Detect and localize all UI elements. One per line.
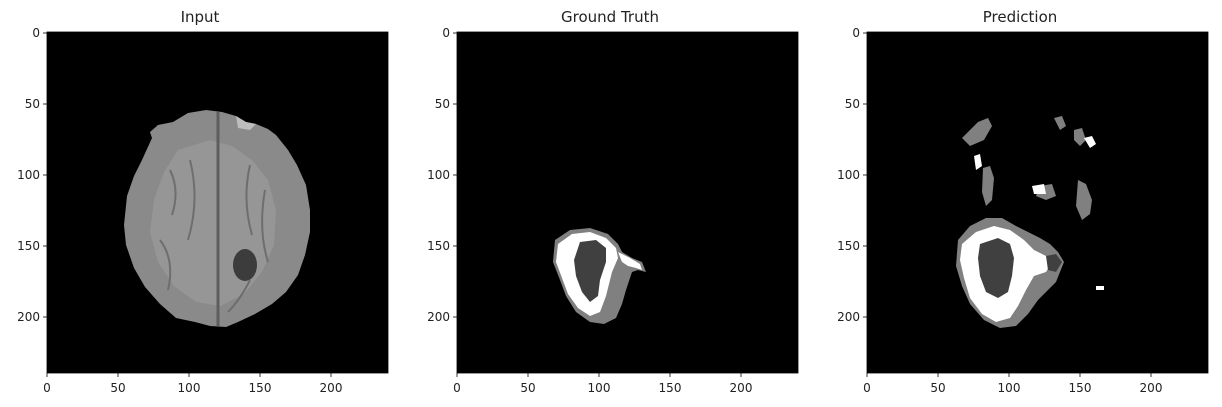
x-tick-label: 100 bbox=[998, 381, 1021, 395]
x-tick-label: 150 bbox=[659, 381, 682, 395]
y-tick-label: 100 bbox=[837, 168, 860, 182]
image-axes: 0 50 100 150 200 0 50 100 150 200 bbox=[427, 26, 799, 395]
pred-region-class-3 bbox=[978, 238, 1014, 298]
x-tick-label: 50 bbox=[110, 381, 125, 395]
panel-title: Ground Truth bbox=[561, 8, 659, 26]
y-axis: 0 50 100 150 200 bbox=[17, 26, 47, 324]
panel-ground-truth: Ground Truth 0 50 100 150 200 0 bbox=[410, 0, 810, 407]
y-tick-label: 200 bbox=[427, 310, 450, 324]
x-tick-label: 50 bbox=[930, 381, 945, 395]
pred-blob bbox=[962, 118, 992, 146]
x-tick-label: 100 bbox=[178, 381, 201, 395]
sulci bbox=[159, 159, 269, 313]
pred-blob bbox=[1076, 180, 1092, 220]
pred-blob bbox=[1054, 116, 1066, 130]
image-background bbox=[457, 32, 798, 373]
x-axis: 0 50 100 150 200 bbox=[863, 373, 1162, 395]
y-tick-label: 200 bbox=[17, 310, 40, 324]
x-tick-label: 0 bbox=[453, 381, 461, 395]
pred-speck bbox=[1084, 136, 1096, 148]
panel-title: Input bbox=[180, 8, 220, 26]
axes-frame bbox=[866, 31, 1209, 374]
x-tick-label: 0 bbox=[43, 381, 51, 395]
pred-blob bbox=[982, 166, 994, 206]
pred-speck bbox=[1096, 286, 1104, 290]
label-region-class-2-tail bbox=[618, 252, 642, 270]
panel-title: Prediction bbox=[982, 8, 1058, 26]
x-tick-label: 100 bbox=[588, 381, 611, 395]
image-background bbox=[867, 32, 1208, 373]
y-tick-label: 150 bbox=[837, 239, 860, 253]
y-tick-label: 0 bbox=[32, 26, 40, 40]
label-region-class-3 bbox=[574, 240, 606, 302]
axes-frame bbox=[46, 31, 389, 374]
image-axes: 0 50 100 150 200 0 50 100 150 200 bbox=[17, 26, 389, 395]
lesion bbox=[233, 249, 257, 281]
y-tick-label: 0 bbox=[852, 26, 860, 40]
pred-blob bbox=[1074, 128, 1086, 146]
y-tick-label: 150 bbox=[17, 239, 40, 253]
y-tick-label: 0 bbox=[442, 26, 450, 40]
y-tick-label: 50 bbox=[25, 97, 40, 111]
pred-region-class-3 bbox=[1046, 254, 1062, 272]
x-axis: 0 50 100 150 200 bbox=[453, 373, 752, 395]
pred-speck bbox=[1032, 184, 1046, 194]
x-tick-label: 150 bbox=[249, 381, 272, 395]
panel-input: Input 0 50 100 150 200 bbox=[0, 0, 400, 407]
y-tick-label: 150 bbox=[427, 239, 450, 253]
y-tick-label: 200 bbox=[837, 310, 860, 324]
y-axis: 0 50 100 150 200 bbox=[427, 26, 457, 324]
image-axes: 0 50 100 150 200 0 50 100 150 200 bbox=[837, 26, 1209, 395]
axes-frame bbox=[456, 31, 799, 374]
x-tick-label: 200 bbox=[320, 381, 343, 395]
x-axis: 0 50 100 150 200 bbox=[43, 373, 342, 395]
x-tick-label: 200 bbox=[1140, 381, 1163, 395]
y-axis: 0 50 100 150 200 bbox=[837, 26, 867, 324]
x-tick-label: 200 bbox=[730, 381, 753, 395]
x-tick-label: 150 bbox=[1069, 381, 1092, 395]
panel-prediction: Prediction 0 50 100 150 bbox=[820, 0, 1220, 407]
y-tick-label: 50 bbox=[845, 97, 860, 111]
y-tick-label: 100 bbox=[17, 168, 40, 182]
y-tick-label: 50 bbox=[435, 97, 450, 111]
pred-speck bbox=[974, 154, 982, 170]
y-tick-label: 100 bbox=[427, 168, 450, 182]
x-tick-label: 0 bbox=[863, 381, 871, 395]
x-tick-label: 50 bbox=[520, 381, 535, 395]
frontal-bright bbox=[236, 116, 256, 130]
